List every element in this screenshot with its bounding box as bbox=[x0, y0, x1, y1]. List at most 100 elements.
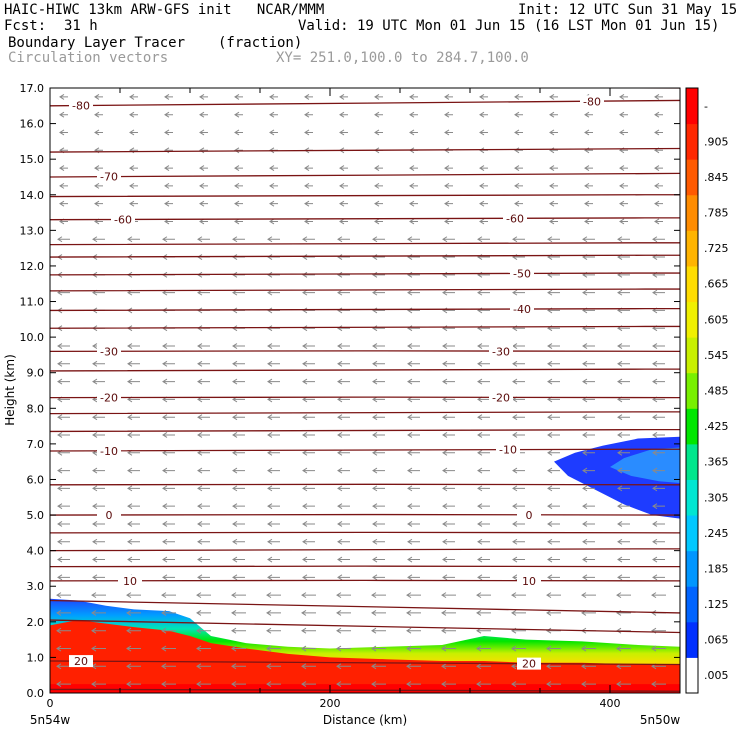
isotherm-line bbox=[50, 194, 680, 198]
wind-vector bbox=[371, 645, 386, 652]
isotherm-line bbox=[50, 288, 680, 292]
wind-vector bbox=[514, 129, 523, 136]
wind-vector bbox=[442, 414, 455, 421]
wind-vector bbox=[511, 681, 526, 688]
wind-vector bbox=[267, 378, 280, 385]
wind-vector bbox=[617, 503, 630, 510]
isotherm-line bbox=[50, 307, 680, 312]
wind-vector bbox=[442, 538, 455, 545]
wind-vector bbox=[269, 200, 278, 207]
wind-vector bbox=[406, 663, 421, 670]
wind-vector bbox=[407, 360, 420, 367]
colorbar-swatch bbox=[686, 408, 698, 445]
wind-vector bbox=[91, 610, 106, 616]
wind-vector bbox=[441, 592, 456, 599]
wind-vector bbox=[479, 182, 488, 189]
wind-vector bbox=[546, 645, 561, 652]
wind-vector bbox=[409, 165, 418, 171]
wind-vector bbox=[407, 414, 420, 421]
wind-vector bbox=[234, 147, 243, 154]
colorbar-swatch bbox=[686, 301, 698, 338]
wind-vector bbox=[267, 538, 280, 545]
wind-vector bbox=[372, 343, 385, 349]
wind-vector bbox=[512, 556, 525, 563]
y-tick-label: 7.0 bbox=[27, 438, 45, 451]
wind-vector bbox=[477, 289, 490, 296]
wind-vector bbox=[407, 521, 420, 527]
wind-vector bbox=[269, 111, 278, 118]
wind-vector bbox=[232, 360, 245, 367]
wind-vector bbox=[302, 254, 315, 260]
colorbar-swatch bbox=[686, 337, 698, 374]
wind-vector bbox=[477, 432, 490, 438]
colorbar-label: .785 bbox=[704, 207, 729, 220]
isotherm-line bbox=[50, 531, 680, 534]
wind-vector bbox=[126, 592, 141, 599]
wind-vector bbox=[232, 503, 245, 510]
wind-vector bbox=[301, 645, 316, 652]
wind-vector bbox=[372, 360, 385, 367]
tracer-high-fraction-region bbox=[50, 620, 680, 693]
y-tick-label: 1.0 bbox=[27, 651, 45, 664]
wind-vector bbox=[267, 574, 280, 581]
wind-vector bbox=[267, 343, 280, 349]
wind-vector bbox=[304, 182, 313, 189]
wind-vector bbox=[442, 556, 455, 563]
wind-vector bbox=[512, 521, 525, 527]
isotherm-line bbox=[50, 396, 680, 399]
isotherm-label: -70 bbox=[100, 171, 118, 184]
colorbar-label: .545 bbox=[704, 349, 729, 362]
isotherm-label-bg bbox=[517, 509, 541, 522]
wind-vector bbox=[56, 645, 71, 652]
init-time: Init: 12 UTC Sun 31 May 15 bbox=[518, 2, 738, 18]
wind-vector bbox=[546, 592, 561, 599]
wind-vector bbox=[372, 289, 385, 296]
wind-vector bbox=[127, 521, 140, 527]
wind-vector bbox=[302, 485, 315, 492]
plot-frame bbox=[49, 87, 681, 694]
wind-vector bbox=[581, 663, 596, 670]
wind-vector bbox=[582, 538, 595, 545]
isotherm-label: -30 bbox=[100, 345, 118, 358]
wind-vector bbox=[232, 449, 245, 456]
wind-vector bbox=[301, 681, 316, 688]
wind-vector bbox=[56, 592, 71, 599]
wind-vector bbox=[619, 182, 628, 189]
wind-vector bbox=[372, 432, 385, 438]
x-tick-label: 200 bbox=[320, 697, 341, 710]
wind-vector bbox=[267, 289, 280, 296]
wind-vector bbox=[302, 307, 315, 314]
wind-vector bbox=[267, 449, 280, 456]
wind-vector bbox=[479, 111, 488, 118]
wind-vector bbox=[652, 449, 665, 456]
wind-vector bbox=[127, 236, 140, 243]
colorbar-label: .185 bbox=[704, 562, 729, 575]
wind-vector bbox=[652, 432, 665, 438]
wind-vector bbox=[161, 681, 176, 688]
wind-vector bbox=[267, 325, 280, 332]
wind-vector bbox=[337, 378, 350, 385]
wind-vector bbox=[267, 521, 280, 527]
wind-vector bbox=[57, 538, 70, 545]
y-tick-label: 12.0 bbox=[20, 260, 45, 273]
wind-vector bbox=[371, 610, 386, 616]
wind-vector bbox=[476, 681, 491, 688]
forecast-hour: 31 h bbox=[64, 18, 98, 34]
isotherm-line bbox=[50, 325, 680, 329]
wind-vector bbox=[582, 360, 595, 367]
wind-vector bbox=[57, 343, 70, 349]
wind-vector bbox=[651, 645, 666, 652]
wind-vector bbox=[619, 111, 628, 118]
wind-vector bbox=[199, 200, 208, 207]
wind-vector bbox=[267, 360, 280, 367]
wind-vector bbox=[234, 165, 243, 171]
wind-vector bbox=[514, 147, 523, 154]
isotherm-label: 0 bbox=[106, 509, 113, 522]
wind-vector bbox=[514, 200, 523, 207]
axes: 0.0 1.0 2.0 3.0 4.0 5.0 6.0 7.0 8.0 9.0 10.0 11.0 12… bbox=[20, 82, 681, 710]
wind-vector bbox=[302, 538, 315, 545]
wind-vector bbox=[197, 378, 210, 385]
wind-vector bbox=[127, 343, 140, 349]
isotherm-label: -60 bbox=[114, 213, 132, 226]
wind-vector bbox=[442, 289, 455, 296]
